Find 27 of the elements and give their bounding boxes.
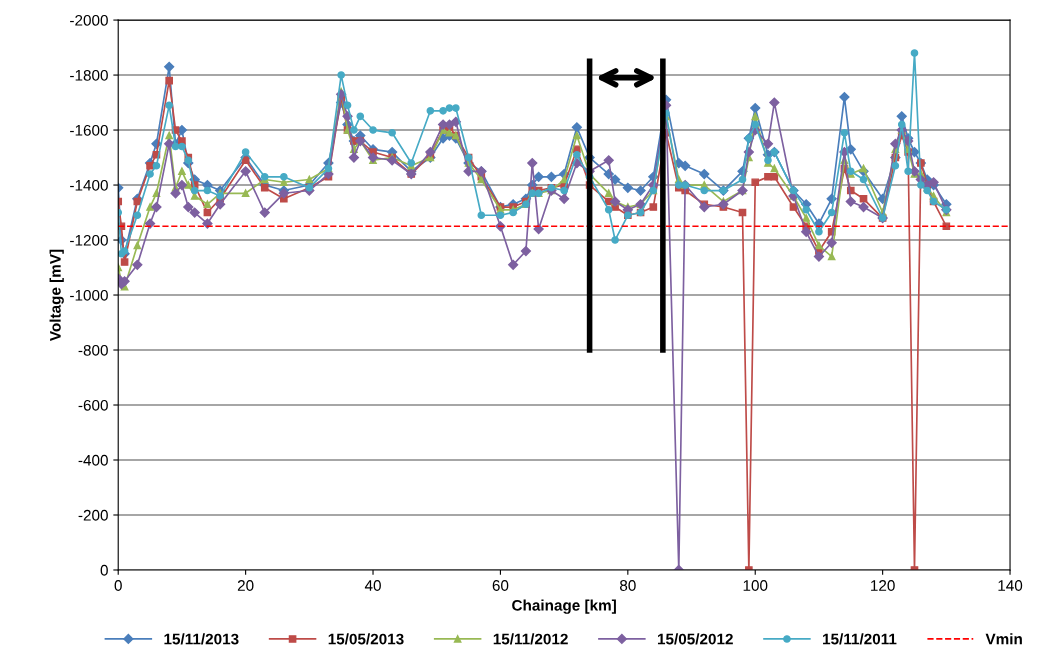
x-axis-title: Chainage [km] [512,599,616,614]
x-tick-label: 120 [871,580,895,591]
legend-label: 15/11/2012 [493,633,568,645]
legend-label: 15/11/2011 [823,633,897,645]
x-tick-label: 20 [237,580,254,591]
y-axis-title: Voltage [mV] [49,249,64,342]
x-tick-label: 140 [998,580,1023,591]
y-tick-label: -1800 [70,69,108,81]
y-tick-label: -1400 [70,179,108,191]
x-tick-label: 40 [364,580,381,591]
y-tick-label: -800 [78,344,108,356]
y-tick-label: -600 [78,399,108,411]
legend-label: 15/11/2013 [164,633,239,645]
y-tick-label: -200 [78,509,108,521]
y-tick-label: -1200 [70,234,108,246]
legend-label: 15/05/2012 [657,633,733,645]
y-tick-label: -2000 [70,14,108,26]
x-tick-label: 80 [620,580,636,591]
y-tick-label: -1000 [70,289,108,301]
y-tick-label: -400 [78,454,108,466]
y-tick-label: 0 [100,564,108,576]
y-tick-label: -1600 [70,124,108,136]
legend-label: 15/05/2013 [328,633,404,645]
x-tick-label: 0 [114,580,122,591]
legend-label: Vmin [985,633,1022,645]
x-tick-label: 60 [492,580,509,591]
x-tick-label: 100 [743,580,768,591]
